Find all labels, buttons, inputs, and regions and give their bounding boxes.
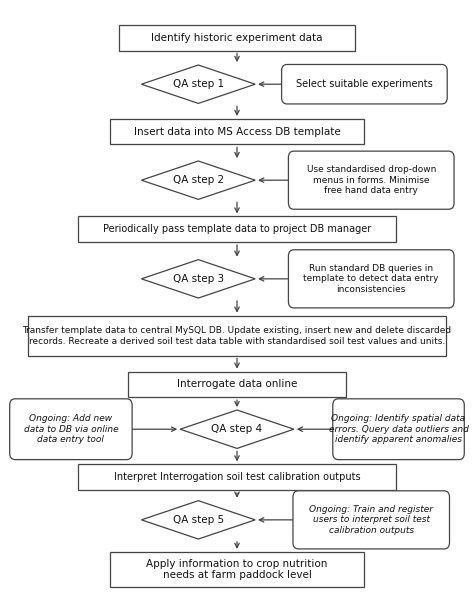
Bar xyxy=(78,464,396,490)
Bar xyxy=(128,371,346,397)
Text: Use standardised drop-down
menus in forms. Minimise
free hand data entry: Use standardised drop-down menus in form… xyxy=(307,166,436,195)
Bar xyxy=(118,25,356,51)
Text: Select suitable experiments: Select suitable experiments xyxy=(296,79,433,89)
Text: QA step 3: QA step 3 xyxy=(173,274,224,284)
FancyBboxPatch shape xyxy=(282,65,447,104)
Polygon shape xyxy=(141,161,255,199)
Text: QA step 4: QA step 4 xyxy=(211,424,263,434)
Text: Apply information to crop nutrition
needs at farm paddock level: Apply information to crop nutrition need… xyxy=(146,558,328,580)
FancyBboxPatch shape xyxy=(333,399,465,459)
Bar xyxy=(109,552,365,587)
FancyBboxPatch shape xyxy=(9,399,132,459)
Text: Run standard DB queries in
template to detect data entry
inconsistencies: Run standard DB queries in template to d… xyxy=(303,264,439,294)
Text: QA step 1: QA step 1 xyxy=(173,79,224,89)
Polygon shape xyxy=(141,500,255,539)
Text: Identify historic experiment data: Identify historic experiment data xyxy=(151,33,323,43)
Bar xyxy=(78,216,396,242)
Polygon shape xyxy=(180,410,294,448)
FancyBboxPatch shape xyxy=(293,491,449,549)
Polygon shape xyxy=(141,260,255,298)
Text: Ongoing: Train and register
users to interpret soil test
calibration outputs: Ongoing: Train and register users to int… xyxy=(309,505,433,535)
Text: Ongoing: Add new
data to DB via online
data entry tool: Ongoing: Add new data to DB via online d… xyxy=(24,414,118,444)
FancyBboxPatch shape xyxy=(288,151,454,209)
Text: Ongoing: Identify spatial data
errors. Query data outliers and
identify apparent: Ongoing: Identify spatial data errors. Q… xyxy=(328,414,468,444)
Text: QA step 2: QA step 2 xyxy=(173,175,224,185)
Bar xyxy=(27,316,447,356)
Text: Periodically pass template data to project DB manager: Periodically pass template data to proje… xyxy=(103,224,371,234)
Text: Interrogate data online: Interrogate data online xyxy=(177,379,297,389)
Text: QA step 5: QA step 5 xyxy=(173,515,224,525)
FancyBboxPatch shape xyxy=(288,250,454,308)
Polygon shape xyxy=(141,65,255,103)
Text: Insert data into MS Access DB template: Insert data into MS Access DB template xyxy=(134,126,340,137)
Text: Interpret Interrogation soil test calibration outputs: Interpret Interrogation soil test calibr… xyxy=(114,472,360,482)
Text: Transfer template data to central MySQL DB. Update existing, insert new and dele: Transfer template data to central MySQL … xyxy=(22,326,452,346)
Bar xyxy=(109,119,365,144)
